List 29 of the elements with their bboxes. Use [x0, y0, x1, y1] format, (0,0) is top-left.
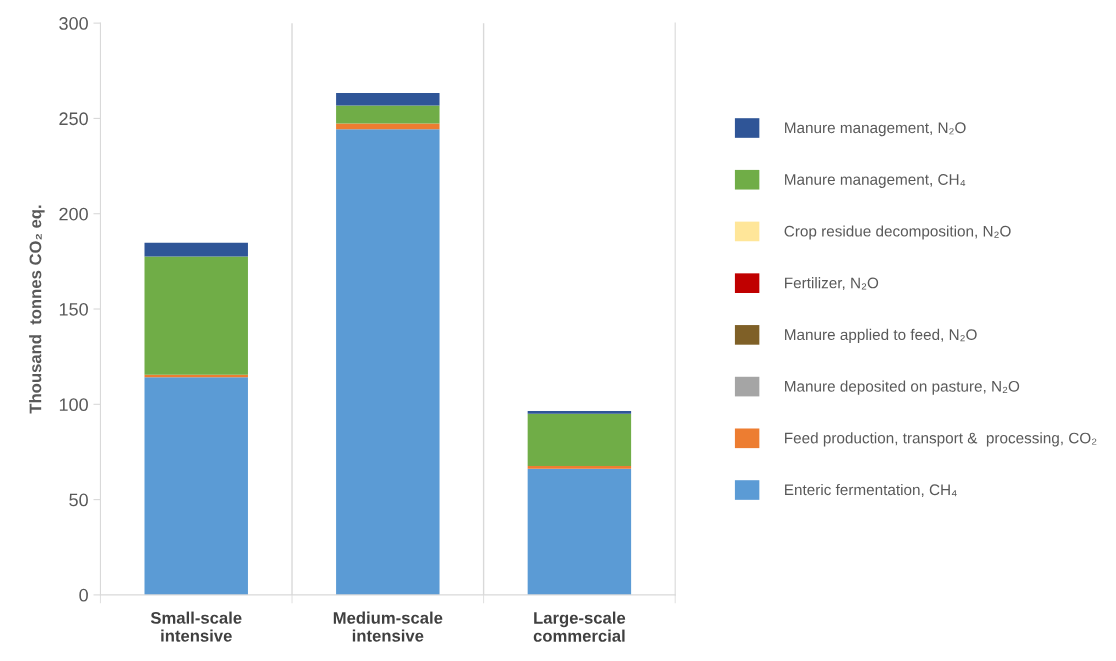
bar	[527, 468, 632, 595]
legend-label: Manure management, CH₄	[785, 174, 966, 188]
y-tick-label: 100	[59, 398, 88, 412]
y-tick-label: 0	[79, 588, 88, 602]
legend-label: Fertilizer, N₂O	[785, 277, 879, 291]
bar	[527, 410, 632, 414]
y-tick-label: 150	[59, 302, 88, 316]
bar	[336, 129, 440, 595]
x-tick-label: Medium-scale intensive	[333, 611, 443, 642]
legend-label: Crop residue decomposition, N₂O	[784, 225, 1011, 240]
y-tick-label: 250	[59, 112, 88, 126]
bar	[144, 242, 248, 257]
y-tick-label: 50	[69, 493, 88, 507]
legend-label: Enteric fermentation, CH₄	[785, 483, 957, 497]
bar	[336, 105, 440, 124]
bar	[144, 256, 248, 375]
legend-label: Feed production, transport & processing, CO₂	[785, 432, 1097, 447]
y-tick-label: 300	[59, 17, 88, 30]
y-tick-label: 200	[59, 207, 88, 221]
y-axis-title: Thousand tonnes CO₂ eq.	[29, 205, 45, 414]
legend-label: Manure deposited on pasture, N₂O	[785, 380, 1020, 395]
bar	[527, 466, 632, 469]
bar	[527, 413, 632, 467]
x-tick-label: Small-scale intensive	[150, 611, 242, 642]
legend-label: Manure management, N₂O	[785, 122, 966, 137]
legend-label: Manure applied to feed, N₂O	[785, 328, 977, 344]
bar	[144, 377, 248, 595]
x-tick-label: Large-scale commercial	[533, 611, 626, 642]
bar	[336, 92, 440, 106]
